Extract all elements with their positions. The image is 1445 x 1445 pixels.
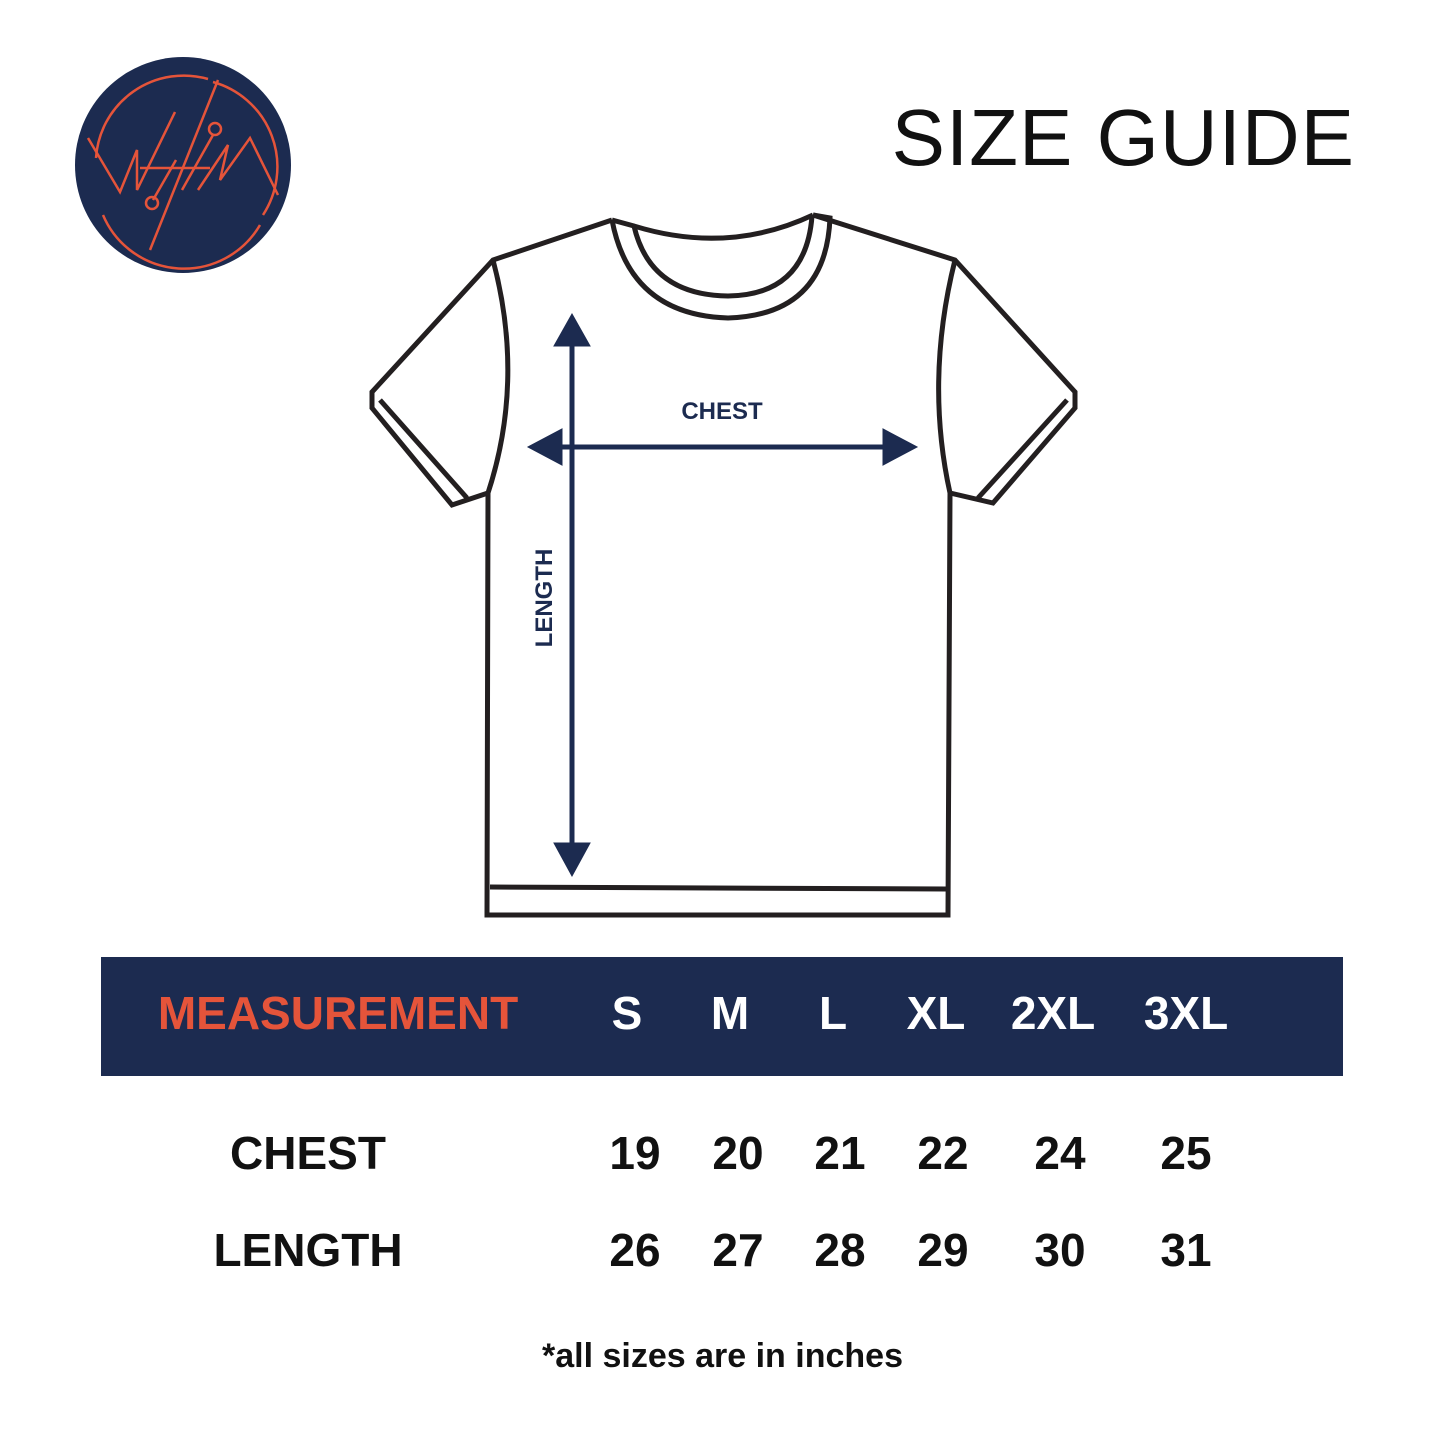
header-size: L — [818, 987, 848, 1039]
header-size: 2XL — [1010, 987, 1096, 1039]
cell-value: 20 — [712, 1127, 764, 1179]
tshirt-diagram: CHEST LENGTH — [369, 212, 1078, 918]
cell-value: 19 — [609, 1127, 661, 1179]
whim-logo — [75, 57, 291, 273]
cell-value: 28 — [814, 1224, 866, 1276]
header-size: XL — [906, 987, 966, 1039]
arrow-left-icon — [526, 428, 563, 466]
cell-value: 25 — [1160, 1127, 1212, 1179]
cell-value: 27 — [712, 1224, 764, 1276]
header-measurement: MEASUREMENT — [157, 987, 519, 1039]
units-note: *all sizes are in inches — [542, 1337, 903, 1375]
cell-value: 21 — [814, 1127, 866, 1179]
arrow-right-icon — [882, 428, 919, 466]
cell-value: 24 — [1034, 1127, 1086, 1179]
cell-value: 31 — [1160, 1224, 1212, 1276]
arrow-down-icon — [553, 842, 591, 878]
row-label: CHEST — [230, 1127, 386, 1179]
header-size: M — [710, 987, 750, 1039]
cell-value: 22 — [917, 1127, 969, 1179]
cell-value: 26 — [609, 1224, 661, 1276]
chest-label: CHEST — [681, 398, 763, 425]
header-size: S — [611, 987, 643, 1039]
arrow-up-icon — [553, 312, 591, 347]
page-title: SIZE GUIDE — [891, 93, 1355, 182]
collar — [609, 212, 833, 321]
cell-value: 30 — [1034, 1224, 1086, 1276]
table-header-band — [101, 957, 1343, 1076]
row-label: LENGTH — [213, 1224, 403, 1276]
cell-value: 29 — [917, 1224, 969, 1276]
length-label: LENGTH — [531, 549, 558, 648]
header-size: 3XL — [1143, 987, 1229, 1039]
